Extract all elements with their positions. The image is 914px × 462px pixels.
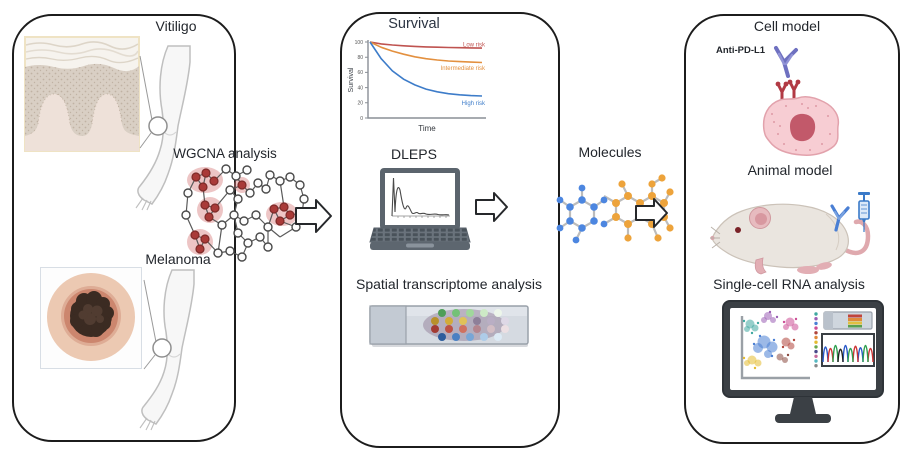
prediction-plot xyxy=(391,177,450,217)
cell-model-label: Cell model xyxy=(753,18,821,34)
survival-chart: 100 80 60 40 20 0 Survival Time Low risk… xyxy=(348,40,486,133)
syringe-icon xyxy=(858,192,870,232)
magnifier-callout-icon xyxy=(148,116,168,136)
mouse-tail xyxy=(839,219,871,256)
intermediate-risk-label: Intermediate risk xyxy=(441,66,486,72)
magnifier-callout-icon xyxy=(152,338,172,358)
antibody-syringe-icons xyxy=(830,192,870,232)
arm-icon xyxy=(139,269,195,431)
vitiligo-label: Vitiligo xyxy=(155,18,197,34)
wgcna-label: WGCNA analysis xyxy=(173,146,277,161)
y-tick: 80 xyxy=(357,55,363,61)
cell-nucleus xyxy=(790,113,816,142)
y-tick: 20 xyxy=(357,101,363,107)
high-risk-curve xyxy=(369,41,483,97)
low-risk-curve xyxy=(369,41,483,49)
skin-cross-section-icon xyxy=(24,36,140,152)
block-arrow-icon xyxy=(295,199,332,233)
laptop-icon xyxy=(369,168,471,250)
mouse-eye xyxy=(735,227,741,233)
y-tick: 100 xyxy=(355,40,364,46)
tsne-clusters xyxy=(742,310,799,370)
monitor-icon xyxy=(722,300,884,423)
dleps-label: DLEPS xyxy=(391,146,437,162)
melanoma-label: Melanoma xyxy=(145,251,211,267)
x-axis-label: Time xyxy=(418,124,436,133)
tissue-slide-icon xyxy=(369,305,529,347)
block-arrow-icon xyxy=(635,198,668,228)
block-arrow-icon xyxy=(475,192,508,222)
melanoma-lesion-icon xyxy=(40,267,142,369)
molecules-label: Molecules xyxy=(578,144,642,160)
y-tick: 0 xyxy=(360,116,363,122)
tumor-cell-icon xyxy=(762,46,840,156)
mouse-icon xyxy=(710,203,871,275)
high-risk-label: High risk xyxy=(462,101,486,107)
animal-model-label: Animal model xyxy=(747,162,833,178)
arm-icon xyxy=(135,45,191,211)
single-cell-label: Single-cell RNA analysis xyxy=(713,276,865,292)
y-axis-label: Survival xyxy=(348,67,355,92)
sequencing-trace-icon xyxy=(821,333,875,367)
low-risk-label: Low risk xyxy=(463,43,486,49)
spatial-label: Spatial transcriptome analysis xyxy=(356,276,542,292)
gene-network-icon xyxy=(181,164,309,262)
tsne-axes xyxy=(740,316,810,380)
survival-title: Survival xyxy=(388,16,440,32)
anti-pdl1-label: Anti-PD-L1 xyxy=(716,45,766,56)
molecule-blue-atoms xyxy=(556,184,608,244)
y-tick: 40 xyxy=(357,85,363,91)
y-tick: 60 xyxy=(357,70,363,76)
cluster-legend-dots xyxy=(814,312,818,368)
mini-slide-icon xyxy=(823,311,873,330)
intermediate-risk-curve xyxy=(369,41,483,64)
